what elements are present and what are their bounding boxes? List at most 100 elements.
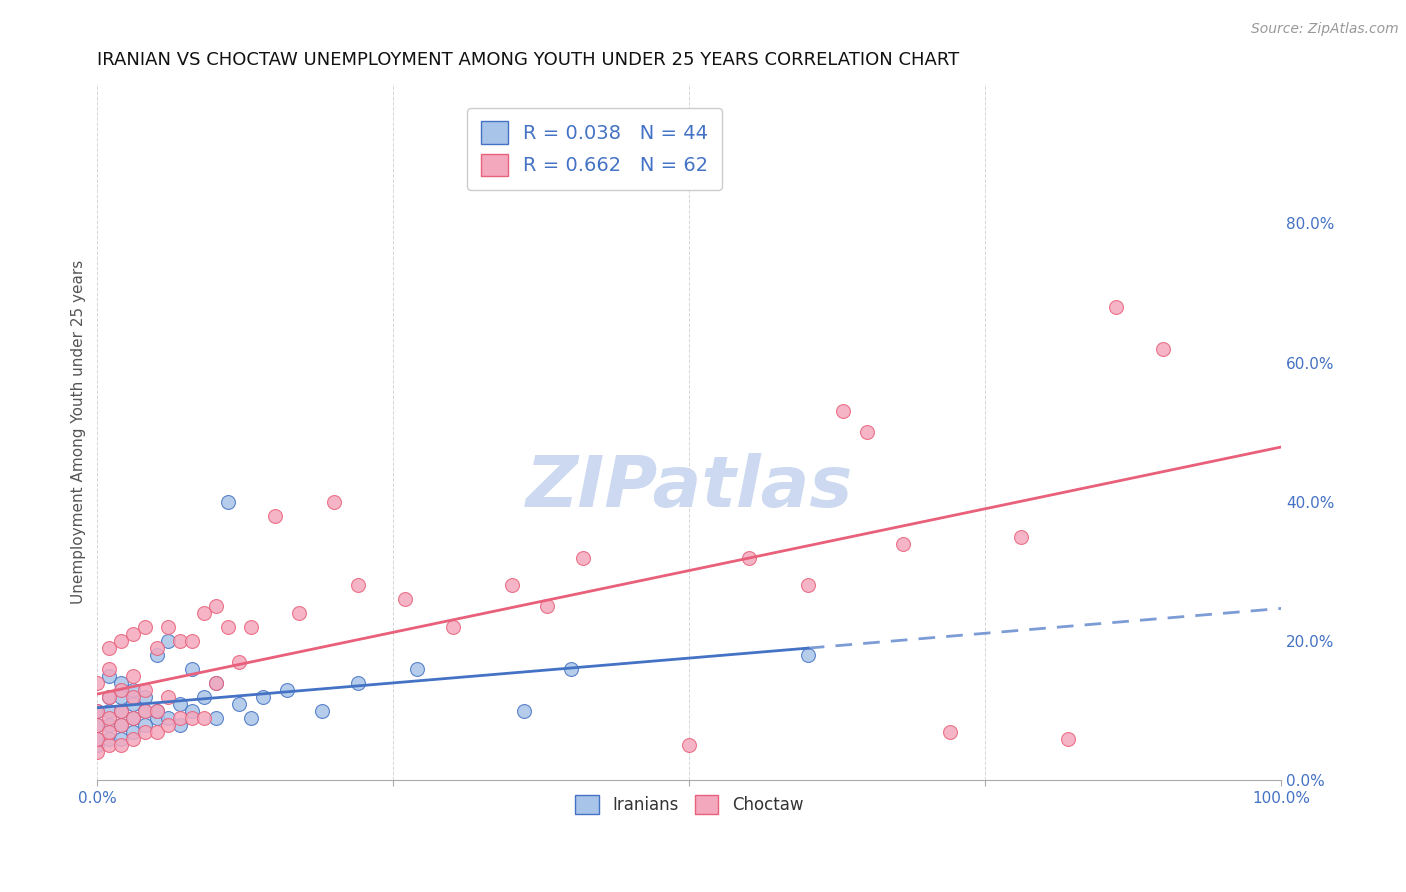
- Point: [204, 599, 226, 614]
- Point: [169, 634, 191, 648]
- Point: [110, 676, 132, 690]
- Point: [181, 662, 204, 676]
- Y-axis label: Unemployment Among Youth under 25 years: Unemployment Among Youth under 25 years: [72, 260, 86, 605]
- Point: [157, 690, 180, 704]
- Point: [145, 648, 167, 662]
- Point: [134, 717, 156, 731]
- Point: [110, 704, 132, 718]
- Point: [240, 711, 263, 725]
- Point: [181, 634, 204, 648]
- Point: [572, 550, 595, 565]
- Point: [145, 704, 167, 718]
- Point: [98, 711, 121, 725]
- Point: [264, 508, 287, 523]
- Point: [832, 404, 855, 418]
- Point: [86, 731, 108, 746]
- Point: [110, 704, 132, 718]
- Point: [181, 704, 204, 718]
- Point: [98, 690, 121, 704]
- Point: [110, 731, 132, 746]
- Point: [891, 536, 914, 550]
- Text: IRANIAN VS CHOCTAW UNEMPLOYMENT AMONG YOUTH UNDER 25 YEARS CORRELATION CHART: IRANIAN VS CHOCTAW UNEMPLOYMENT AMONG YO…: [97, 51, 960, 69]
- Point: [98, 724, 121, 739]
- Point: [110, 682, 132, 697]
- Point: [122, 690, 145, 704]
- Point: [441, 620, 464, 634]
- Point: [217, 495, 239, 509]
- Point: [169, 697, 191, 711]
- Point: [406, 662, 429, 676]
- Point: [98, 739, 121, 753]
- Point: [134, 682, 156, 697]
- Legend: Iranians, Choctaw: Iranians, Choctaw: [565, 785, 813, 824]
- Point: [110, 634, 132, 648]
- Point: [193, 690, 215, 704]
- Point: [204, 676, 226, 690]
- Point: [856, 425, 879, 440]
- Point: [98, 704, 121, 718]
- Point: [86, 704, 108, 718]
- Point: [110, 717, 132, 731]
- Point: [98, 662, 121, 676]
- Point: [145, 711, 167, 725]
- Point: [560, 662, 582, 676]
- Point: [122, 724, 145, 739]
- Point: [1010, 530, 1032, 544]
- Point: [134, 620, 156, 634]
- Point: [157, 620, 180, 634]
- Point: [678, 739, 700, 753]
- Point: [323, 495, 346, 509]
- Point: [287, 606, 309, 620]
- Point: [122, 711, 145, 725]
- Point: [276, 682, 298, 697]
- Point: [122, 697, 145, 711]
- Point: [252, 690, 274, 704]
- Point: [1152, 342, 1174, 356]
- Point: [86, 739, 108, 753]
- Point: [134, 690, 156, 704]
- Point: [145, 704, 167, 718]
- Point: [939, 724, 962, 739]
- Point: [157, 711, 180, 725]
- Point: [228, 655, 250, 669]
- Point: [122, 711, 145, 725]
- Point: [240, 620, 263, 634]
- Point: [512, 704, 534, 718]
- Point: [1057, 731, 1080, 746]
- Point: [122, 627, 145, 641]
- Point: [1104, 300, 1126, 314]
- Point: [204, 711, 226, 725]
- Point: [122, 682, 145, 697]
- Point: [98, 669, 121, 683]
- Point: [394, 592, 416, 607]
- Point: [86, 717, 108, 731]
- Point: [193, 606, 215, 620]
- Point: [122, 731, 145, 746]
- Point: [86, 676, 108, 690]
- Point: [134, 704, 156, 718]
- Text: ZIPatlas: ZIPatlas: [526, 453, 853, 523]
- Point: [86, 746, 108, 760]
- Point: [311, 704, 333, 718]
- Point: [169, 717, 191, 731]
- Text: Source: ZipAtlas.com: Source: ZipAtlas.com: [1251, 22, 1399, 37]
- Point: [134, 724, 156, 739]
- Point: [204, 676, 226, 690]
- Point: [98, 640, 121, 655]
- Point: [347, 676, 370, 690]
- Point: [193, 711, 215, 725]
- Point: [110, 690, 132, 704]
- Point: [501, 578, 523, 592]
- Point: [86, 717, 108, 731]
- Point: [536, 599, 558, 614]
- Point: [134, 704, 156, 718]
- Point: [228, 697, 250, 711]
- Point: [98, 717, 121, 731]
- Point: [110, 717, 132, 731]
- Point: [347, 578, 370, 592]
- Point: [157, 717, 180, 731]
- Point: [86, 731, 108, 746]
- Point: [145, 640, 167, 655]
- Point: [797, 578, 820, 592]
- Point: [86, 704, 108, 718]
